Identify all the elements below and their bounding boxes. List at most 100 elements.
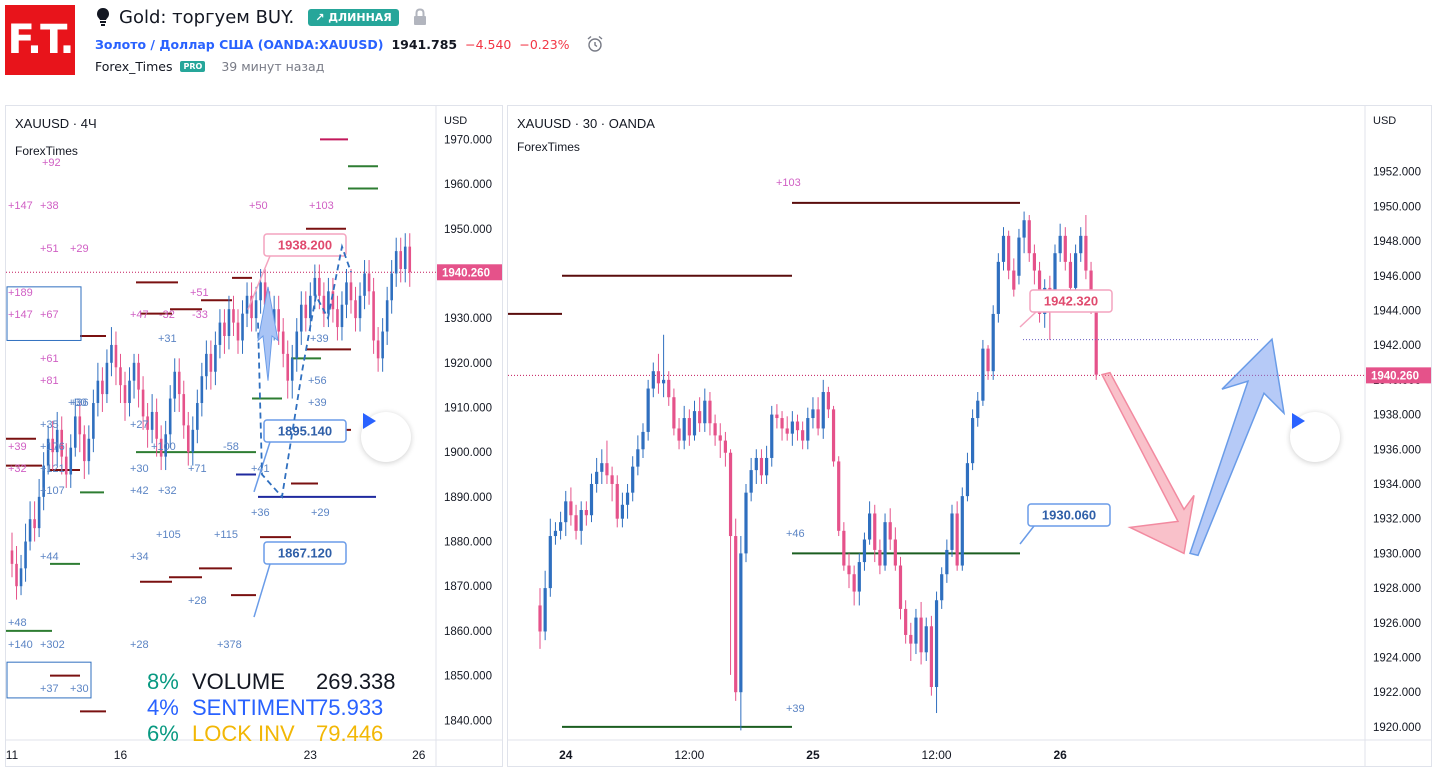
candle-body [1022,220,1026,238]
last-price-tag [1366,367,1431,384]
candle-body [200,376,204,404]
candle-body [263,282,267,305]
candle-body [209,353,213,372]
play-button[interactable] [361,412,411,462]
level-count-label: +103 [309,200,334,212]
candle-body [589,483,594,516]
candle-body [826,392,830,410]
x-tick-label: 16 [114,748,128,762]
chart-panel-30m[interactable]: XAUUSD · 30 · OANDA ForexTimes USD 1920.000… [507,105,1432,767]
candle-body [101,380,104,395]
candle-body [831,409,836,462]
candle-body [564,501,568,523]
candle-body [1079,235,1083,254]
candle-body [687,418,691,436]
candle-body [728,452,733,537]
candle-body [765,457,769,476]
candle-body [60,429,64,457]
candle-body [816,409,820,429]
candle-body [842,530,846,566]
candle-body [1074,253,1078,288]
candle-body [403,246,407,269]
price-change-pct: −0.23% [519,36,570,52]
symbol-link[interactable]: Золото / Доллар США (OANDA:XAUUSD) [95,36,384,52]
callout-label: 1930.060 [1042,508,1096,523]
candle-body [770,414,774,458]
symbol-row: Золото / Доллар США (OANDA:XAUUSD) 1941.… [95,35,604,53]
level-count-label: +41 [251,463,270,475]
candle-body [945,549,949,575]
stat-label: SENTIMENT [192,695,319,720]
callout-box [263,541,347,565]
candle-body [795,421,800,431]
callout-label: 1938.200 [278,238,332,253]
candle-body [904,608,908,635]
candle-body [971,418,975,464]
level-count-label: +39 [786,703,805,715]
level-count-label: +39 [308,397,327,409]
candle-body [1027,220,1031,254]
level-count-label: +100 [151,441,176,453]
y-tick-label: 1970.000 [444,134,492,146]
candle-body [150,411,154,430]
candle-body [51,438,54,453]
candle-body [759,457,764,476]
level-count-label: +34 [130,551,149,563]
x-tick-label: 26 [1053,748,1067,762]
candle-body [749,470,753,493]
candle-body [723,440,727,453]
alarm-icon[interactable] [586,35,604,53]
candle-body [245,295,249,314]
level-count-label: +30 [130,463,149,475]
y-tick-label: 1850.000 [444,671,492,683]
candle-body [37,496,41,529]
candle-body [15,563,18,587]
level-count-label: +29 [311,507,330,519]
candle-body [290,358,294,381]
forecast-arrow-up [257,286,279,381]
level-count-label: +105 [156,529,181,541]
stat-value: 75.933 [316,695,383,720]
author-logo[interactable]: F.T. [5,5,75,75]
candle-body [981,348,985,401]
x-tick-label: 11 [6,748,19,762]
candle-body [677,428,681,441]
candle-body [277,309,280,332]
candle-body [862,539,867,563]
level-count-label: +37 [40,683,59,695]
level-count-label: +147 [8,200,33,212]
candle-body [888,522,892,540]
candle-body [218,322,222,345]
callout-box [1027,503,1111,527]
author-name[interactable]: Forex_Times [95,59,173,74]
callout-box [263,419,347,443]
level-count-label: +81 [40,375,59,387]
play-button[interactable] [1290,412,1340,462]
level-count-label: +140 [8,639,33,651]
candle-body [821,392,825,429]
candle-body [625,492,630,505]
candle-body [69,447,73,475]
candle-body [615,483,619,519]
candle-body [610,475,614,484]
chart-panel-4h[interactable]: XAUUSD · 4Ч ForexTimes USD 1840.000 1850.000… [5,105,503,767]
candle-body [718,435,722,441]
level-count-label: +28 [130,639,149,651]
candle-body [164,434,167,457]
y-tick-label: 1922.000 [1373,687,1421,699]
candle-body [1012,270,1016,290]
candle-body [141,389,145,417]
candle-body [878,549,882,566]
level-count-label: +50 [249,200,268,212]
level-count-label: +38 [40,200,59,212]
candle-body [313,277,317,296]
candle-body [105,362,109,395]
level-count-label: +71 [188,463,207,475]
candle-body [579,510,583,531]
level-count-label: +47 [130,309,149,321]
candle-body [128,380,131,404]
candle-body [631,466,635,493]
candle-body [250,295,253,319]
level-count-label: -33 [192,309,208,321]
candle-body [1063,235,1067,262]
